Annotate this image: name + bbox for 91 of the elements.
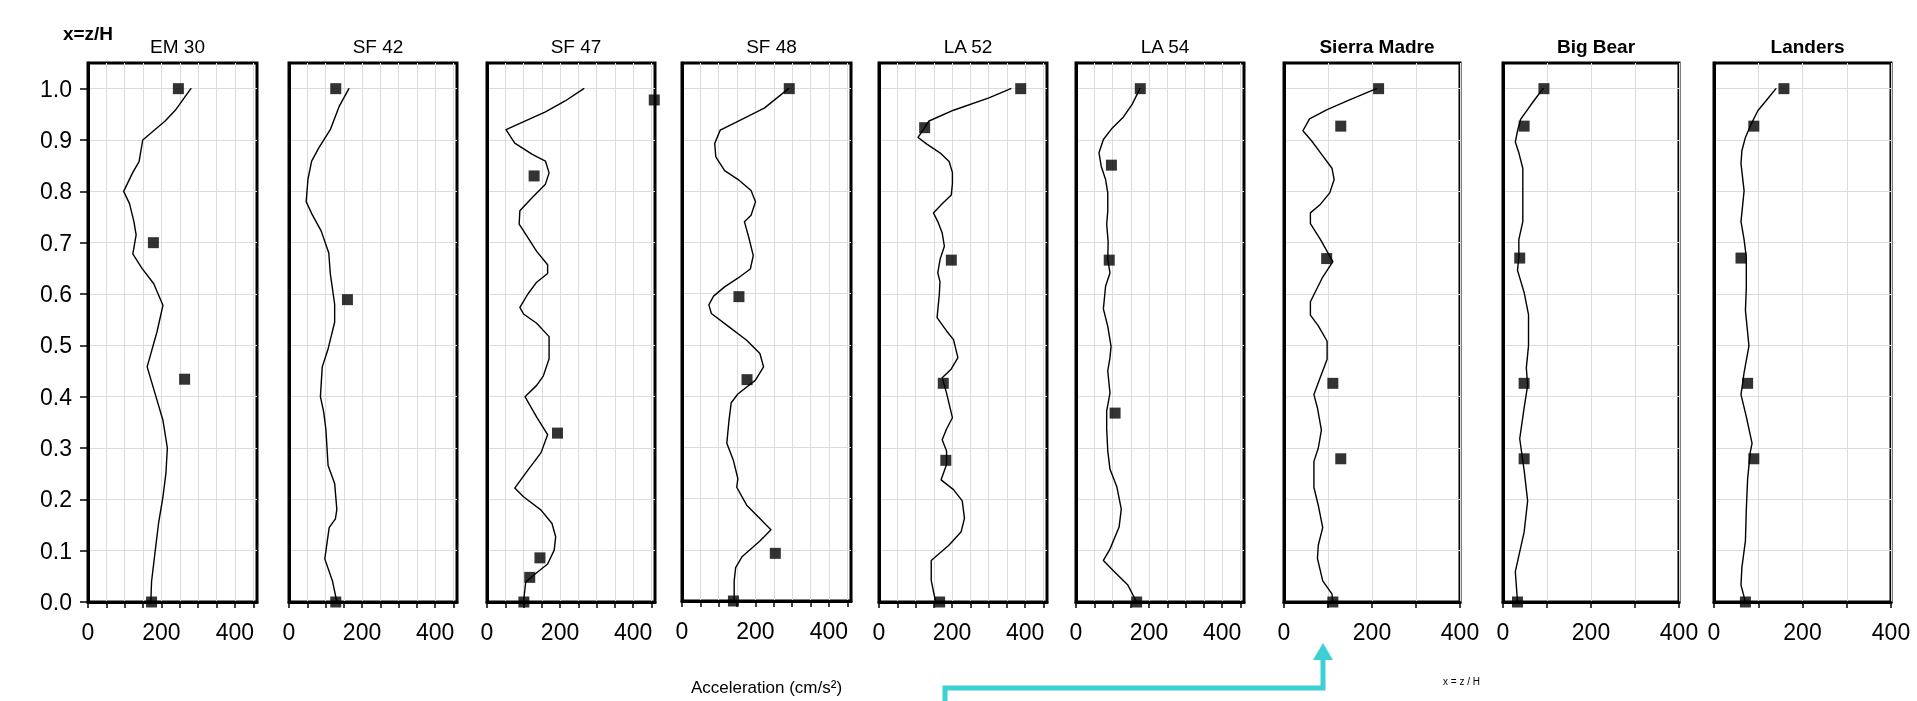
point bbox=[1335, 120, 1347, 132]
x-tick-label: 400 bbox=[1871, 618, 1911, 645]
x-tick-label: 400 bbox=[1005, 618, 1045, 645]
point bbox=[524, 571, 536, 583]
x-tick-label: 200 bbox=[932, 618, 972, 645]
point bbox=[534, 552, 546, 564]
point bbox=[1105, 159, 1117, 171]
point bbox=[1327, 596, 1339, 608]
x-tick-label: 400 bbox=[215, 618, 255, 645]
x-tick-label: 200 bbox=[540, 618, 580, 645]
point bbox=[919, 122, 931, 134]
point bbox=[1739, 596, 1751, 608]
point bbox=[1748, 120, 1760, 132]
point bbox=[1373, 83, 1385, 95]
point bbox=[937, 377, 949, 389]
point bbox=[1327, 377, 1339, 389]
y-axis-title: x=z/H bbox=[62, 23, 114, 44]
x-tick-label: 400 bbox=[1659, 618, 1699, 645]
x-tick-label: 400 bbox=[1202, 618, 1242, 645]
point bbox=[528, 170, 540, 182]
point bbox=[1134, 83, 1146, 95]
chart-title: Landers bbox=[1770, 36, 1845, 57]
x-tick-label: 200 bbox=[1129, 618, 1169, 645]
y-tick-label: 0.0 bbox=[40, 589, 72, 615]
text: x = z / H bbox=[1443, 675, 1480, 687]
chart-title: SF 47 bbox=[550, 36, 602, 57]
point bbox=[1512, 596, 1524, 608]
y-tick-label: 0.9 bbox=[40, 127, 72, 153]
point bbox=[1778, 83, 1790, 95]
y-tick-label: 0.8 bbox=[40, 178, 72, 205]
x-tick-label: 0 bbox=[81, 618, 95, 645]
chart-title: LA 54 bbox=[1140, 36, 1190, 57]
x-tick-label: 0 bbox=[675, 617, 689, 644]
point bbox=[1103, 254, 1115, 266]
x-tick-label: 400 bbox=[613, 618, 653, 645]
point bbox=[648, 94, 660, 106]
point bbox=[1538, 83, 1550, 95]
y-tick-label: 0.4 bbox=[40, 383, 73, 410]
x-tick-label: 0 bbox=[1707, 618, 1721, 645]
chart-title: Big Bear bbox=[1556, 36, 1636, 57]
y-tick-label: 0.7 bbox=[40, 229, 72, 256]
point bbox=[551, 427, 563, 439]
y-tick-label: 0.6 bbox=[40, 281, 72, 307]
chart-title: SF 42 bbox=[352, 36, 404, 57]
point bbox=[1015, 83, 1027, 95]
y-tick-label: 1.0 bbox=[40, 75, 72, 102]
point bbox=[1131, 596, 1143, 608]
x-tick-label: 400 bbox=[809, 617, 849, 644]
point bbox=[783, 83, 795, 95]
chart-title: Sierra Madre bbox=[1319, 36, 1435, 57]
point bbox=[147, 237, 159, 249]
chart-title: EM 30 bbox=[150, 36, 205, 57]
chart-title: LA 52 bbox=[943, 36, 993, 57]
point bbox=[1514, 252, 1526, 264]
point bbox=[146, 596, 158, 608]
point bbox=[945, 254, 957, 266]
point bbox=[1335, 453, 1347, 465]
y-tick-label: 0.1 bbox=[40, 537, 72, 564]
x-tick-label: 400 bbox=[415, 618, 455, 645]
point bbox=[1518, 453, 1530, 465]
point bbox=[1518, 120, 1530, 132]
point bbox=[1109, 407, 1121, 419]
y-tick-label: 0.5 bbox=[40, 332, 72, 359]
x-tick-label: 0 bbox=[480, 618, 494, 645]
point bbox=[179, 373, 191, 385]
x-tick-label: 0 bbox=[1069, 618, 1083, 645]
x-tick-label: 0 bbox=[1277, 618, 1291, 645]
x-tick-label: 200 bbox=[1571, 618, 1611, 645]
x-tick-label: 200 bbox=[142, 618, 181, 645]
x-axis-title: Acceleration (cm/s²) bbox=[690, 678, 843, 697]
x-tick-label: 200 bbox=[342, 618, 382, 645]
x-tick-label: 200 bbox=[1352, 618, 1392, 645]
point bbox=[1735, 252, 1747, 264]
y-tick-label: 0.2 bbox=[40, 486, 72, 513]
x-tick-label: 0 bbox=[872, 618, 886, 645]
point bbox=[769, 547, 781, 559]
x-tick-label: 400 bbox=[1440, 618, 1480, 645]
point bbox=[940, 454, 952, 466]
point bbox=[1742, 377, 1754, 389]
point bbox=[172, 83, 184, 95]
x-tick-label: 200 bbox=[736, 617, 775, 644]
point bbox=[1748, 453, 1760, 465]
chart-title: SF 48 bbox=[746, 36, 797, 57]
point bbox=[1518, 377, 1530, 389]
x-tick-label: 200 bbox=[1783, 618, 1822, 645]
point bbox=[733, 291, 745, 303]
x-tick-label: 0 bbox=[282, 618, 296, 645]
point bbox=[741, 374, 753, 386]
y-tick-label: 0.3 bbox=[40, 435, 72, 461]
point bbox=[1321, 253, 1333, 265]
x-tick-label: 0 bbox=[1496, 618, 1510, 645]
